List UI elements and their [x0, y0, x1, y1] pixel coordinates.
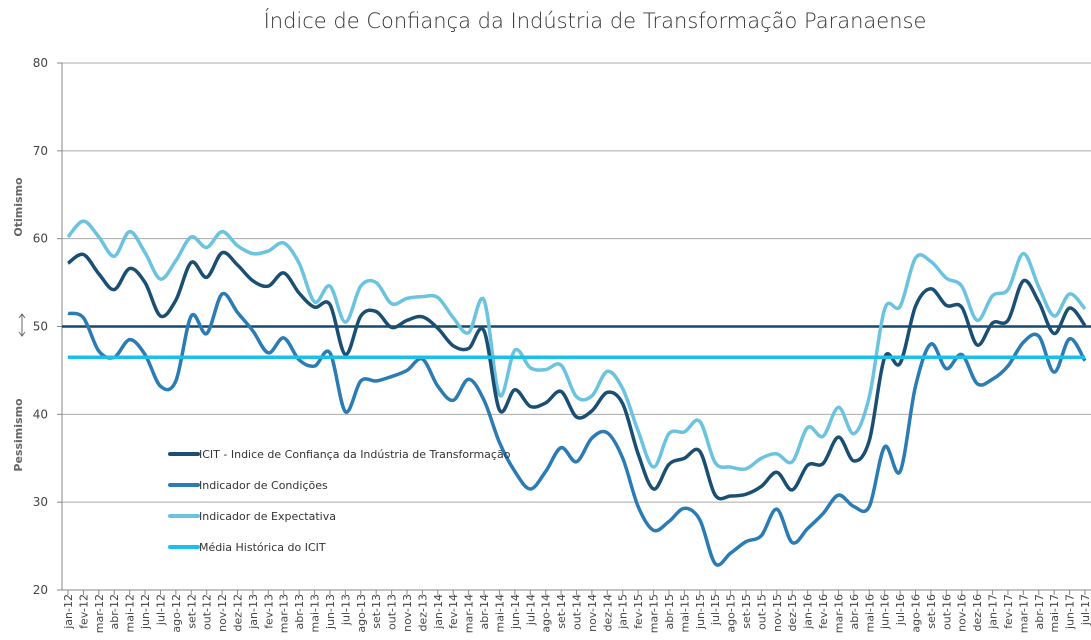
x-tick-label: jun-17	[1064, 594, 1077, 630]
x-tick-label: jun-13	[324, 594, 337, 630]
x-tick-label: jul-16	[894, 594, 907, 626]
legend-label: Média Histórica do ICIT	[199, 541, 326, 554]
x-tick-label: out-15	[755, 594, 768, 630]
x-tick-label: abr-16	[848, 594, 861, 630]
x-tick-label: nov-16	[956, 594, 969, 632]
x-tick-label: fev-17	[1002, 594, 1015, 629]
x-tick-label: ago-15	[725, 594, 738, 633]
series-line	[66, 219, 1087, 472]
x-tick-label: fev-16	[817, 594, 830, 629]
x-tick-label: jun-15	[694, 594, 707, 630]
x-tick-label: mar-14	[463, 594, 476, 633]
x-tick-label: set-12	[185, 594, 198, 629]
x-tick-label: fev-14	[447, 594, 460, 629]
x-tick-label: ago-14	[540, 594, 553, 633]
x-tick-label: ago-12	[170, 594, 183, 633]
x-tick-label: nov-15	[771, 594, 784, 632]
x-tick-label: mar-12	[93, 594, 106, 633]
x-tick-label: set-14	[555, 594, 568, 629]
x-tick-label: jul-17	[1079, 594, 1091, 626]
x-tick-label: jun-12	[139, 594, 152, 630]
y-tick-label: 70	[33, 144, 48, 158]
x-tick-label: abr-17	[1033, 594, 1046, 630]
x-tick-label: jan-13	[247, 594, 260, 630]
x-tick-label: ago-13	[355, 594, 368, 633]
x-tick-label: abr-13	[293, 594, 306, 630]
x-tick-label: mai-14	[493, 594, 506, 632]
legend-label: Indicador de Expectativa	[199, 510, 336, 523]
x-tick-label: out-13	[386, 594, 399, 630]
x-tick-label: mai-17	[1048, 594, 1061, 632]
y-tick-label: 80	[33, 56, 48, 70]
upper-label: Otimismo	[12, 177, 25, 237]
x-tick-label: abr-15	[663, 594, 676, 630]
x-tick-label: jun-16	[879, 594, 892, 630]
x-tick-label: jan-16	[802, 594, 815, 630]
x-tick-label: abr-12	[108, 594, 121, 630]
x-tick-label: jul-13	[339, 594, 352, 626]
x-tick-label: ago-16	[910, 594, 923, 633]
x-tick-label: out-16	[940, 594, 953, 630]
x-tick-label: jul-12	[154, 594, 167, 626]
x-tick-label: mar-15	[648, 594, 661, 633]
series-line	[67, 291, 1087, 567]
y-tick-label: 30	[33, 495, 48, 509]
x-tick-label: mar-16	[832, 594, 845, 633]
x-tick-label: nov-14	[586, 594, 599, 632]
x-tick-label: dez-13	[416, 594, 429, 632]
y-tick-label: 60	[33, 232, 48, 246]
x-tick-label: dez-12	[232, 594, 245, 632]
x-tick-label: jun-14	[509, 594, 522, 630]
legend-label: ICIT - Indice de Confiança da Indústria …	[199, 448, 511, 461]
x-tick-label: mar-13	[278, 594, 291, 633]
chart-title: Índice de Confiança da Indústria de Tran…	[264, 8, 927, 33]
x-tick-label: fev-12	[77, 594, 90, 629]
lower-label: Pessimismo	[12, 398, 25, 472]
x-tick-label: mai-12	[124, 594, 137, 632]
x-tick-label: set-15	[740, 594, 753, 629]
x-tick-label: fev-13	[262, 594, 275, 629]
x-tick-label: jul-14	[524, 594, 537, 626]
x-tick-label: jul-15	[709, 594, 722, 626]
x-tick-label: nov-12	[216, 594, 229, 632]
x-tick-label: fev-15	[632, 594, 645, 629]
x-tick-label: dez-14	[601, 594, 614, 632]
x-tick-label: jan-12	[62, 594, 75, 630]
x-tick-label: dez-16	[971, 594, 984, 632]
arrow	[18, 313, 26, 337]
x-tick-label: abr-14	[478, 594, 491, 630]
x-tick-label: dez-15	[786, 594, 799, 632]
y-tick-label: 20	[33, 583, 48, 597]
x-tick-label: jan-17	[987, 594, 1000, 630]
x-tick-label: nov-13	[401, 594, 414, 632]
x-tick-label: set-13	[370, 594, 383, 629]
legend-label: Indicador de Condições	[199, 479, 328, 492]
x-tick-label: mai-13	[309, 594, 322, 632]
x-tick-label: out-14	[571, 594, 584, 630]
y-tick-label: 50	[33, 320, 48, 334]
series-line	[66, 250, 1087, 501]
x-tick-label: mar-17	[1017, 594, 1030, 633]
x-tick-label: mai-16	[863, 594, 876, 632]
x-tick-label: set-16	[925, 594, 938, 629]
x-tick-label: jan-14	[432, 594, 445, 630]
y-tick-label: 40	[33, 407, 48, 421]
x-tick-label: out-12	[201, 594, 214, 630]
x-tick-label: jan-15	[617, 594, 630, 630]
x-tick-label: mai-15	[678, 594, 691, 632]
